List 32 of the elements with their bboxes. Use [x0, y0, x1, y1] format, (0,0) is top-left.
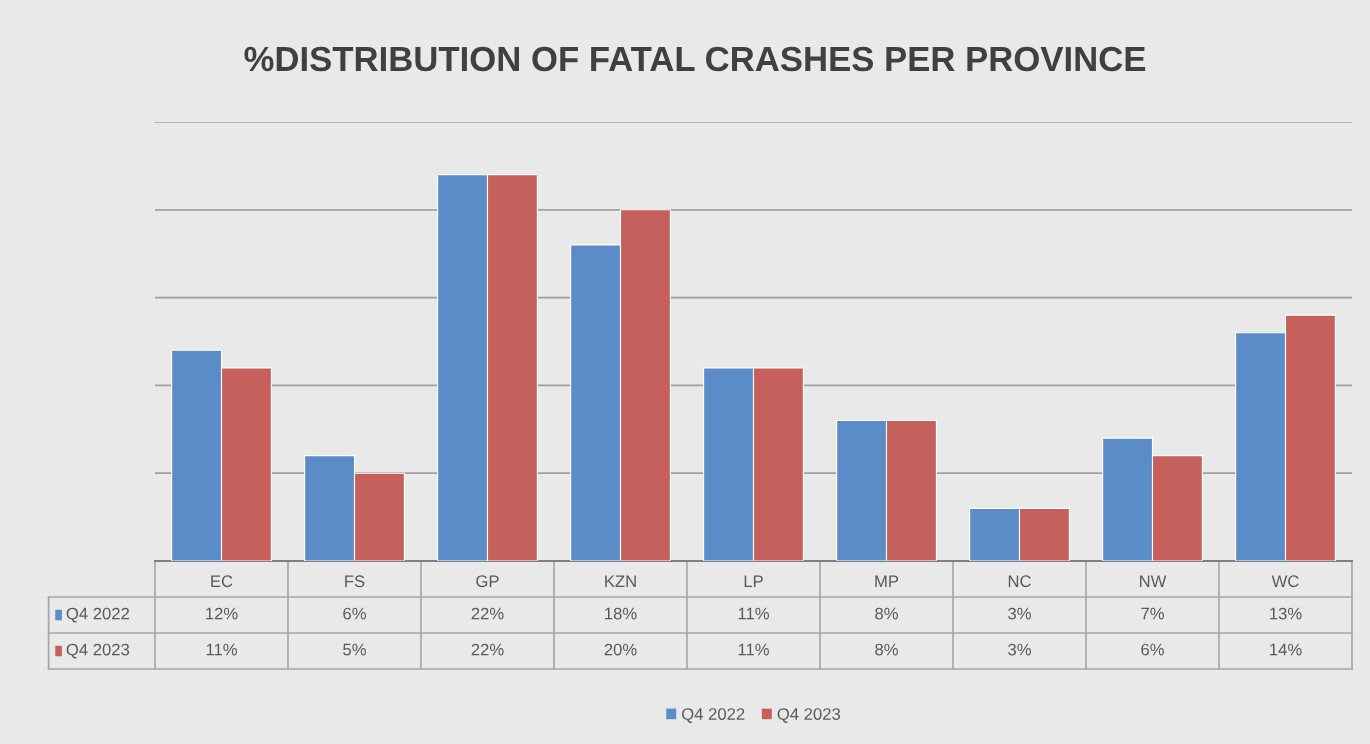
- data-label: 8%: [875, 607, 898, 620]
- data-label: 20%: [604, 643, 637, 656]
- legend-label: Q4 2023: [66, 643, 130, 659]
- x-tick-label: LP: [744, 575, 763, 587]
- data-label: 18%: [605, 607, 637, 620]
- x-tick-label: GP: [476, 575, 499, 588]
- x-tick-label: FS: [345, 575, 365, 588]
- data-label: 11%: [738, 607, 769, 620]
- data-label: 22%: [471, 607, 504, 620]
- x-tick-label: NC: [1008, 575, 1031, 588]
- data-label: 7%: [1141, 607, 1164, 620]
- data-label: 11%: [206, 643, 237, 656]
- chart-title: %DISTRIBUTION OF FATAL CRASHES PER PROVINCE: [244, 46, 1146, 72]
- data-label: 5%: [343, 643, 366, 656]
- data-label: 22%: [471, 643, 504, 656]
- data-label: 12%: [206, 607, 238, 620]
- data-label: 6%: [1141, 643, 1164, 656]
- data-label: 14%: [1270, 643, 1302, 656]
- x-tick-label: EC: [211, 575, 233, 588]
- data-label: 11%: [738, 643, 769, 656]
- text: Q4 2023: [777, 708, 841, 723]
- data-label: 3%: [1008, 607, 1031, 620]
- data-label: 13%: [1270, 607, 1302, 620]
- x-tick-label: MP: [875, 575, 899, 587]
- data-label: 3%: [1008, 643, 1031, 656]
- x-tick-label: WC: [1271, 575, 1299, 588]
- data-label: 6%: [343, 607, 366, 620]
- legend-label: Q4 2022: [66, 607, 129, 623]
- data-label: 8%: [875, 643, 898, 656]
- x-tick-label: NW: [1139, 575, 1167, 587]
- text: Q4 2022: [682, 708, 745, 723]
- x-tick-label: KZN: [605, 575, 636, 587]
